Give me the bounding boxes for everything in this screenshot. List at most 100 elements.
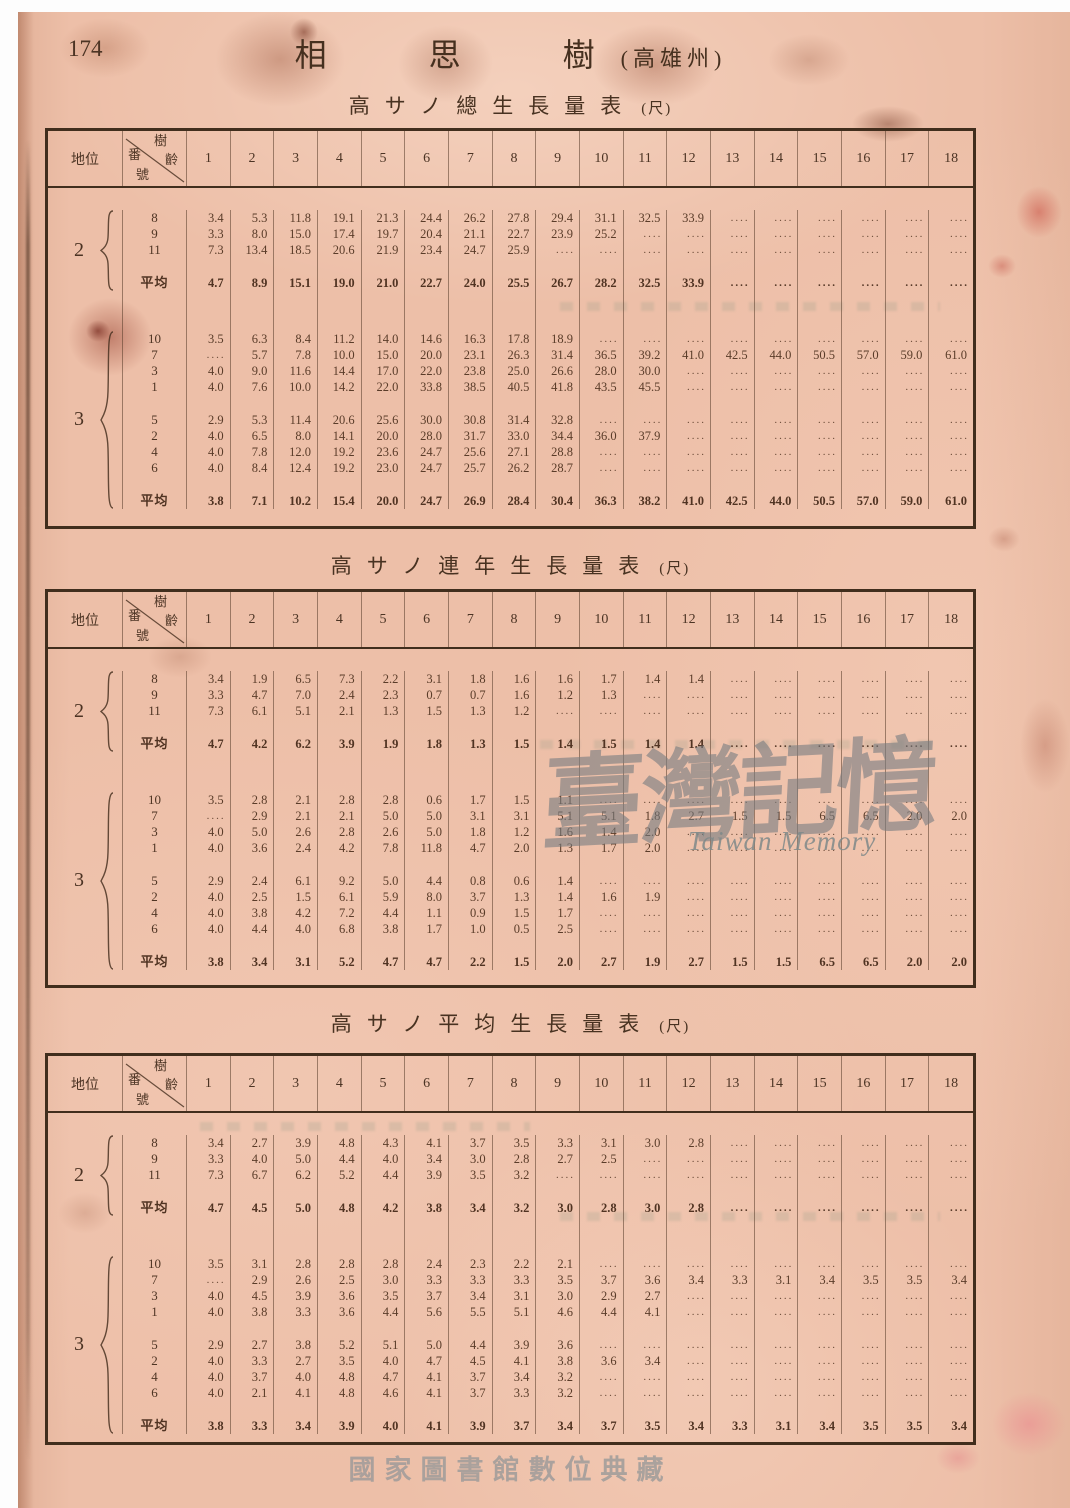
site-cell [48, 687, 123, 703]
value-cell: 2.8 [362, 792, 406, 808]
value-cell [449, 856, 493, 873]
value-cell: .... [798, 687, 842, 703]
value-cell [798, 1401, 842, 1418]
value-cell: .... [711, 1369, 755, 1385]
value-cell: 2.7 [624, 1288, 668, 1304]
value-cell [187, 856, 231, 873]
value-cell: .... [842, 687, 886, 703]
value-cell: .... [950, 826, 969, 838]
value-cell [405, 395, 449, 412]
value-cell: 31.4 [536, 347, 580, 363]
value-cell: .... [950, 738, 969, 750]
value-cell: .... [950, 1371, 969, 1383]
tree-data-row: 7.... 5.7 7.8 10.0 15.0 20.0 23.1 26.3 31.4 36.5 3… [48, 347, 973, 363]
value-cell [929, 476, 973, 493]
value-cell: .... [798, 1337, 842, 1353]
value-cell [624, 752, 668, 792]
value-cell: 1.6 [580, 889, 624, 905]
tree-data-row: 10 3.5 6.3 8.4 11.2 14.0 14.6 16.3 17.8 18.9.....… [48, 331, 973, 347]
value-cell [711, 395, 755, 412]
value-cell: .... [624, 687, 668, 703]
value-cell: 38.5 [449, 379, 493, 395]
table-unit: (尺) [641, 101, 673, 117]
value-cell [580, 258, 624, 275]
value-cell: .... [842, 460, 886, 476]
value-cell [667, 1183, 711, 1200]
table-header-row: 地位樹齡番號 1 2 3 4 5 6 7 8 9 10 11 12 13 14 15 16 17 18 [48, 1056, 973, 1113]
value-cell: 3.1 [405, 671, 449, 687]
value-cell [493, 258, 537, 275]
value-cell: 3.4 [187, 1135, 231, 1151]
value-cell: .... [886, 460, 930, 476]
value-cell: 2.0 [493, 840, 537, 856]
value-cell: 4.0 [187, 905, 231, 921]
value-cell: 3.9 [493, 1337, 537, 1353]
value-cell: .... [667, 687, 711, 703]
average-row: 平均 3.8 7.1 10.2 15.4 20.0 24.7 26.9 28.4 30.4 36.3… [48, 493, 973, 509]
value-cell: 6.1 [318, 889, 362, 905]
value-cell: .... [950, 1306, 969, 1318]
value-cell: 8.0 [231, 226, 275, 242]
value-cell: 28.8 [536, 444, 580, 460]
value-cell: 30.0 [624, 363, 668, 379]
value-cell: 7.3 [187, 1167, 231, 1183]
value-cell: .... [886, 792, 930, 808]
value-cell: .... [886, 736, 930, 752]
tree-label-cell [123, 258, 187, 275]
value-cell: .... [798, 824, 842, 840]
value-cell: 21.0 [362, 275, 406, 291]
value-cell: 5.1 [493, 1304, 537, 1320]
page-title: 相思樹(高雄州) [45, 30, 976, 76]
value-cell: 10.0 [318, 347, 362, 363]
value-cell [798, 291, 842, 331]
value-cell: .... [842, 1200, 886, 1216]
value-cell: 7.0 [274, 687, 318, 703]
bleedthrough-text [560, 1212, 940, 1221]
value-cell [274, 476, 318, 493]
value-cell: 2.0 [624, 824, 668, 840]
value-cell: .... [842, 671, 886, 687]
value-cell: .... [886, 275, 930, 291]
value-cell [405, 1216, 449, 1256]
value-cell: 24.7 [405, 493, 449, 509]
value-cell: 3.3 [187, 226, 231, 242]
scan-margin-top [0, 0, 1070, 12]
site-cell [48, 1337, 123, 1353]
value-cell: .... [580, 703, 624, 719]
value-cell: .... [667, 1288, 711, 1304]
site-cell [48, 1418, 123, 1434]
value-cell: .... [187, 1272, 231, 1288]
value-cell: 2.2 [362, 671, 406, 687]
value-cell: 10.0 [274, 379, 318, 395]
value-cell: 4.1 [405, 1369, 449, 1385]
value-cell: .... [886, 1200, 930, 1216]
tree-label-cell: 9 [123, 226, 187, 242]
value-cell: .... [798, 331, 842, 347]
site-cell [48, 476, 123, 493]
group-brace [100, 792, 116, 975]
site-cell [48, 379, 123, 395]
value-cell: .... [624, 873, 668, 889]
value-cell: .... [886, 210, 930, 226]
tree-data-row: 10 3.5 3.1 2.8 2.8 2.8 2.4 2.3 2.2 2.1...........… [48, 1256, 973, 1272]
tree-label-cell: 5 [123, 873, 187, 889]
value-cell: .... [624, 460, 668, 476]
tree-label-cell: 7 [123, 808, 187, 824]
value-cell [667, 752, 711, 792]
value-cell: 7.2 [318, 905, 362, 921]
value-cell [667, 1401, 711, 1418]
value-cell [318, 937, 362, 954]
value-cell: 33.8 [405, 379, 449, 395]
value-cell: 5.0 [405, 808, 449, 824]
value-cell: .... [842, 824, 886, 840]
value-cell [842, 937, 886, 954]
value-cell: 3.6 [318, 1288, 362, 1304]
value-cell: .... [950, 1153, 969, 1165]
value-cell: 59.0 [886, 493, 930, 509]
age-column-header: 5 [362, 592, 406, 647]
value-cell: 4.0 [187, 444, 231, 460]
value-cell [362, 752, 406, 792]
value-cell: .... [798, 921, 842, 937]
value-cell: 3.7 [449, 889, 493, 905]
